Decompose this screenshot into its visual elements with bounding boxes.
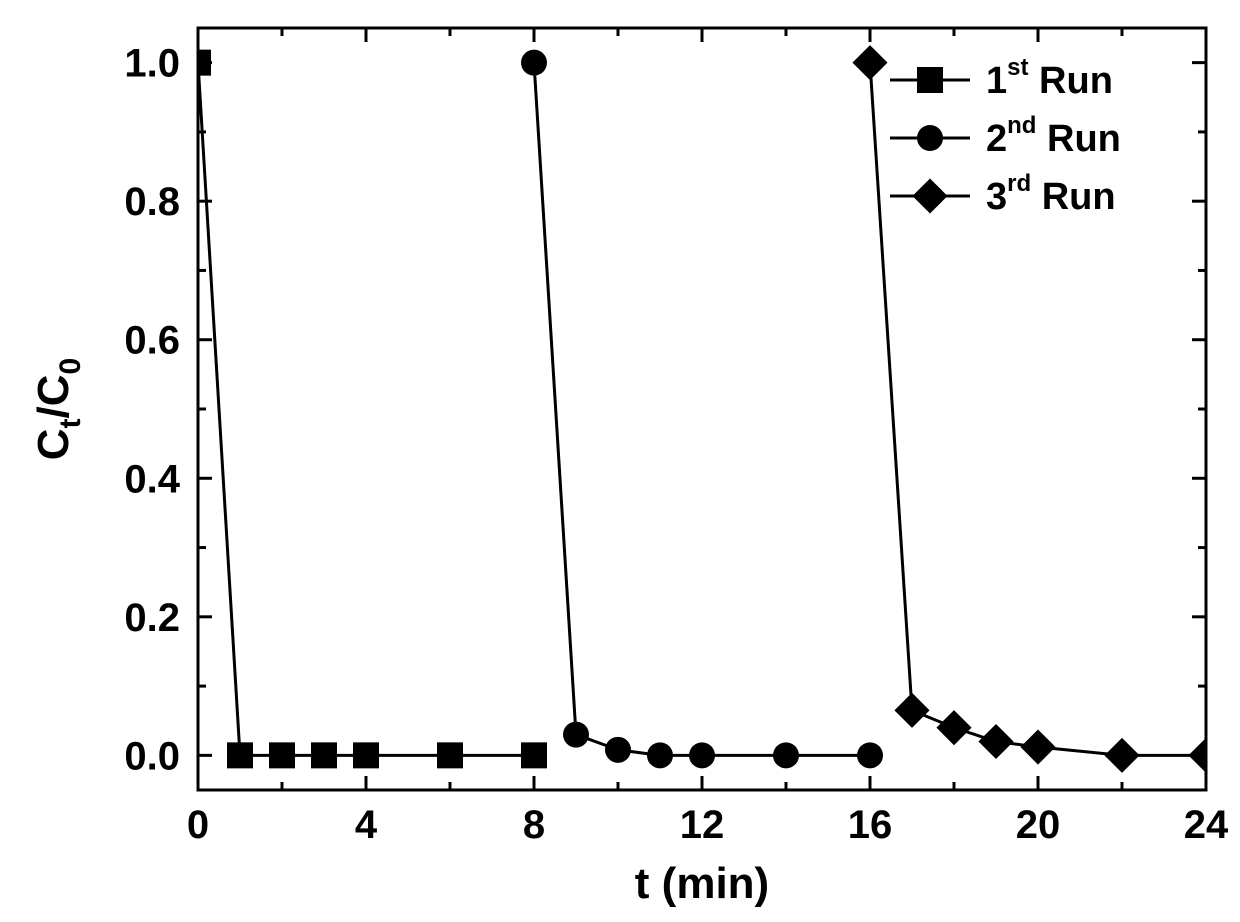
line-chart: 0 4 8 12 16 20 24 0.0 0.2 0.4 0.6 0.8 1.0 t (min) Ct/C…: [0, 0, 1240, 922]
legend-label-run3: 3rd Run: [986, 170, 1116, 218]
x-tick-label: 8: [523, 803, 545, 847]
y-tick-label: 0.2: [124, 596, 180, 640]
x-tick-label: 20: [1016, 803, 1061, 847]
series-run2: [521, 50, 883, 769]
x-tick-label: 0: [187, 803, 209, 847]
x-tick-label: 12: [680, 803, 725, 847]
x-tick-label: 24: [1184, 803, 1229, 847]
legend-label-run1: 1st Run: [986, 54, 1113, 102]
series-run1: [185, 50, 547, 769]
y-tick-label: 0.4: [124, 457, 180, 501]
legend: 1st Run 2nd Run 3rd Run: [890, 54, 1121, 218]
legend-label-run2: 2nd Run: [986, 112, 1121, 160]
x-axis-title: t (min): [635, 859, 769, 908]
y-tick-label: 0.8: [124, 180, 180, 224]
x-tick-label: 4: [355, 803, 378, 847]
y-tick-label: 1.0: [124, 42, 180, 86]
y-tick-label: 0.6: [124, 319, 180, 363]
y-tick-label: 0.0: [124, 734, 180, 778]
y-axis-title: Ct/C0: [29, 358, 87, 460]
x-tick-label: 16: [848, 803, 893, 847]
